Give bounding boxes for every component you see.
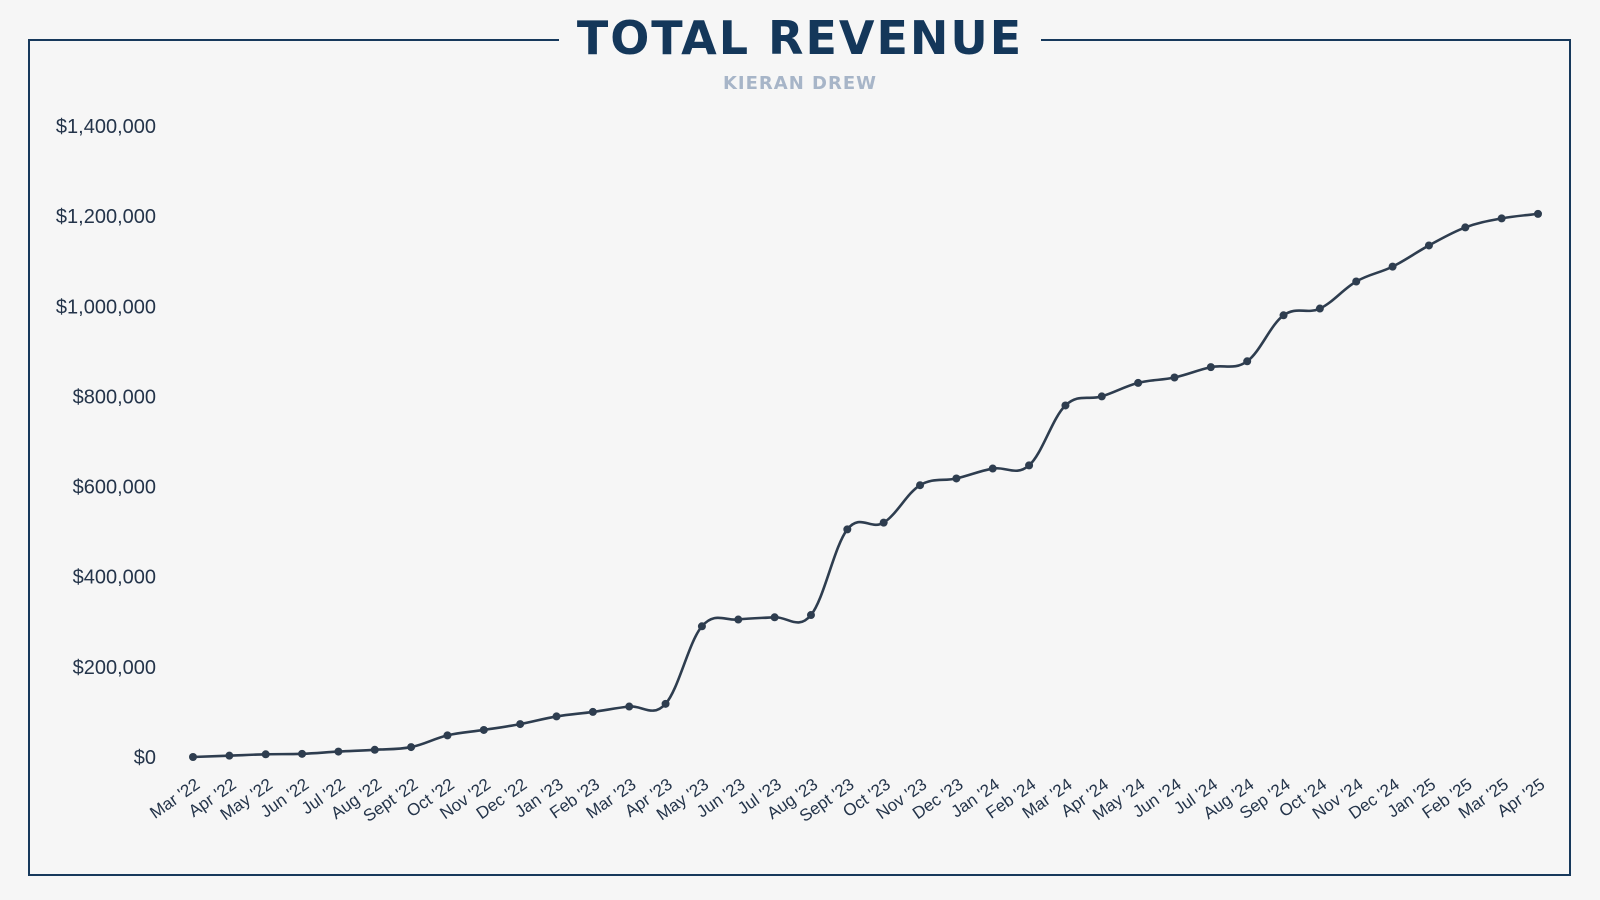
y-tick-label: $600,000: [73, 477, 156, 499]
data-point: [952, 474, 961, 483]
data-point: [625, 702, 634, 711]
data-point: [1134, 378, 1143, 387]
data-point: [1097, 392, 1106, 401]
y-tick-label: $0: [134, 747, 156, 769]
revenue-series-line: [192, 212, 1539, 759]
data-point: [1025, 461, 1034, 470]
data-point: [806, 611, 815, 620]
data-point: [552, 712, 561, 721]
title-wrap: TOTAL REVENUE: [0, 6, 1600, 70]
chart-subtitle: KIERAN DREW: [722, 73, 877, 94]
data-point: [479, 725, 488, 734]
data-point: [1497, 214, 1506, 223]
data-point: [988, 464, 997, 473]
data-point: [1170, 373, 1179, 382]
data-point: [734, 615, 743, 624]
data-point: [1352, 277, 1361, 286]
data-point: [225, 751, 234, 760]
data-point: [1315, 304, 1324, 313]
data-point: [916, 481, 925, 490]
y-tick-label: $1,200,000: [56, 206, 156, 228]
data-point: [443, 731, 452, 740]
data-point: [843, 525, 852, 534]
y-tick-label: $400,000: [73, 567, 156, 589]
data-point: [879, 518, 888, 527]
data-point: [334, 747, 343, 756]
data-point: [661, 699, 670, 708]
data-point: [516, 720, 525, 729]
data-point: [1243, 357, 1252, 366]
data-point: [1461, 223, 1470, 232]
data-point: [1206, 363, 1215, 372]
y-tick-label: $1,000,000: [56, 296, 156, 318]
data-point: [407, 743, 416, 752]
data-point: [1279, 311, 1288, 320]
data-point: [1534, 209, 1542, 218]
data-point: [189, 753, 197, 761]
revenue-series-points: [189, 209, 1542, 761]
y-tick-label: $1,400,000: [56, 116, 156, 138]
data-point: [261, 750, 270, 759]
y-tick-label: $200,000: [73, 657, 156, 679]
data-point: [588, 707, 597, 716]
data-point: [298, 749, 307, 758]
data-point: [1424, 241, 1433, 250]
y-tick-label: $800,000: [73, 386, 156, 408]
data-point: [697, 622, 706, 631]
data-point: [770, 613, 779, 622]
data-point: [1061, 401, 1070, 410]
y-axis: $0 $200,000 $400,000 $600,000 $800,000 $1,000…: [56, 116, 156, 769]
chart-title: TOTAL REVENUE: [558, 6, 1042, 70]
data-point: [1388, 262, 1397, 271]
data-point: [370, 745, 379, 754]
